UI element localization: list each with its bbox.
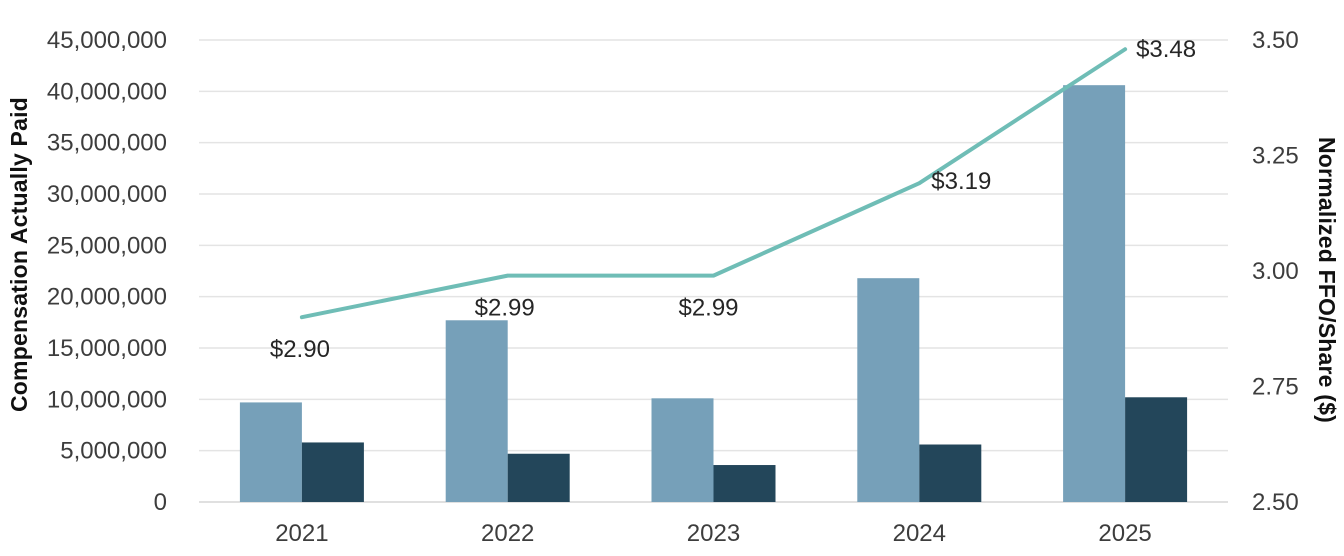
left-axis-tick-label: 10,000,000 xyxy=(47,386,167,413)
left-axis-tick-label: 5,000,000 xyxy=(60,438,167,465)
left-axis-tick-label: 40,000,000 xyxy=(47,78,167,105)
bar-dark xyxy=(713,465,776,502)
left-axis-tick-label: 15,000,000 xyxy=(47,335,167,362)
category-label: 2025 xyxy=(1098,520,1151,547)
left-axis-tick-label: 25,000,000 xyxy=(47,232,167,259)
bar-light xyxy=(1063,85,1126,502)
bar-light xyxy=(857,278,920,502)
bar-light xyxy=(651,398,714,502)
category-label: 2023 xyxy=(687,520,740,547)
bar-light xyxy=(445,320,508,502)
ffo-point-label: $2.99 xyxy=(475,295,535,322)
bar-dark xyxy=(919,444,982,502)
right-axis-tick-label: 3.00 xyxy=(1252,258,1299,285)
category-label: 2021 xyxy=(275,520,328,547)
left-axis-tick-label: 20,000,000 xyxy=(47,284,167,311)
right-axis-tick-label: 2.50 xyxy=(1252,489,1299,516)
ffo-line xyxy=(299,47,1128,320)
right-axis-title: Normalized FFO/Share ($) xyxy=(1314,137,1340,423)
bar-light xyxy=(239,402,302,502)
bar-dark xyxy=(301,442,364,502)
right-axis-tick-label: 3.25 xyxy=(1252,143,1299,170)
bar-dark xyxy=(1125,397,1188,502)
right-axis-tick-label: 2.75 xyxy=(1252,374,1299,401)
right-axis-tick-label: 3.50 xyxy=(1252,27,1299,54)
category-label: 2024 xyxy=(893,520,946,547)
left-axis-tick-label: 0 xyxy=(154,489,167,516)
ffo-point-label: $2.90 xyxy=(270,336,330,363)
ffo-point-label: $3.19 xyxy=(931,168,991,195)
ffo-point-label: $2.99 xyxy=(678,295,738,322)
ffo-point-label: $3.48 xyxy=(1136,36,1196,63)
left-axis-tick-label: 30,000,000 xyxy=(47,181,167,208)
category-label: 2022 xyxy=(481,520,534,547)
left-axis-tick-label: 35,000,000 xyxy=(47,130,167,157)
bar-dark xyxy=(507,453,570,502)
left-axis-tick-label: 45,000,000 xyxy=(47,27,167,54)
